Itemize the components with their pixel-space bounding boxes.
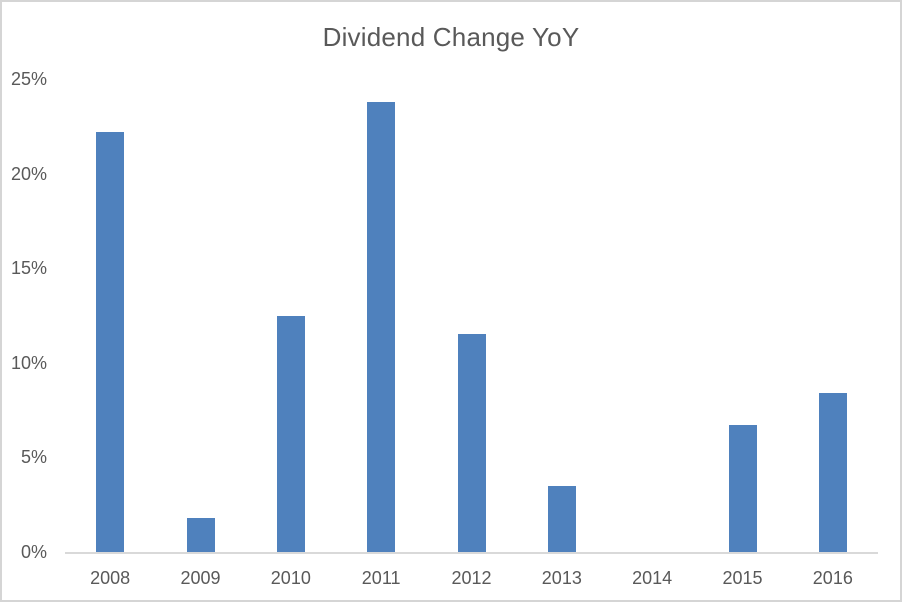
x-tick-label-2013: 2013	[541, 568, 582, 588]
x-tick-label-2010: 2010	[270, 568, 311, 588]
x-tick-label-2008: 2008	[90, 568, 131, 588]
chart-title: Dividend Change YoY	[322, 22, 580, 52]
x-tick-label-2016: 2016	[812, 568, 853, 588]
y-tick-label: 5%	[20, 447, 47, 468]
y-tick-label: 15%	[10, 258, 47, 279]
bar-2012	[457, 334, 486, 552]
bar-2016	[818, 393, 847, 552]
y-tick-label: 20%	[10, 163, 47, 184]
bar-2013	[547, 485, 576, 552]
x-tick-label-2014: 2014	[632, 568, 673, 588]
y-tick-label: 0%	[20, 542, 47, 562]
bar-2010	[276, 315, 305, 552]
bar-2011	[367, 101, 396, 552]
x-tick-label-2009: 2009	[180, 568, 221, 588]
x-tick-label-2011: 2011	[361, 568, 401, 588]
x-tick-label-2012: 2012	[451, 568, 492, 588]
bar-2009	[186, 517, 215, 552]
x-axis-line	[65, 552, 878, 554]
x-tick-label-2015: 2015	[722, 568, 763, 588]
y-tick-label: 25%	[10, 69, 47, 89]
bar-2008	[96, 131, 125, 552]
bar-2015	[728, 425, 757, 552]
y-tick-label: 10%	[10, 352, 47, 373]
